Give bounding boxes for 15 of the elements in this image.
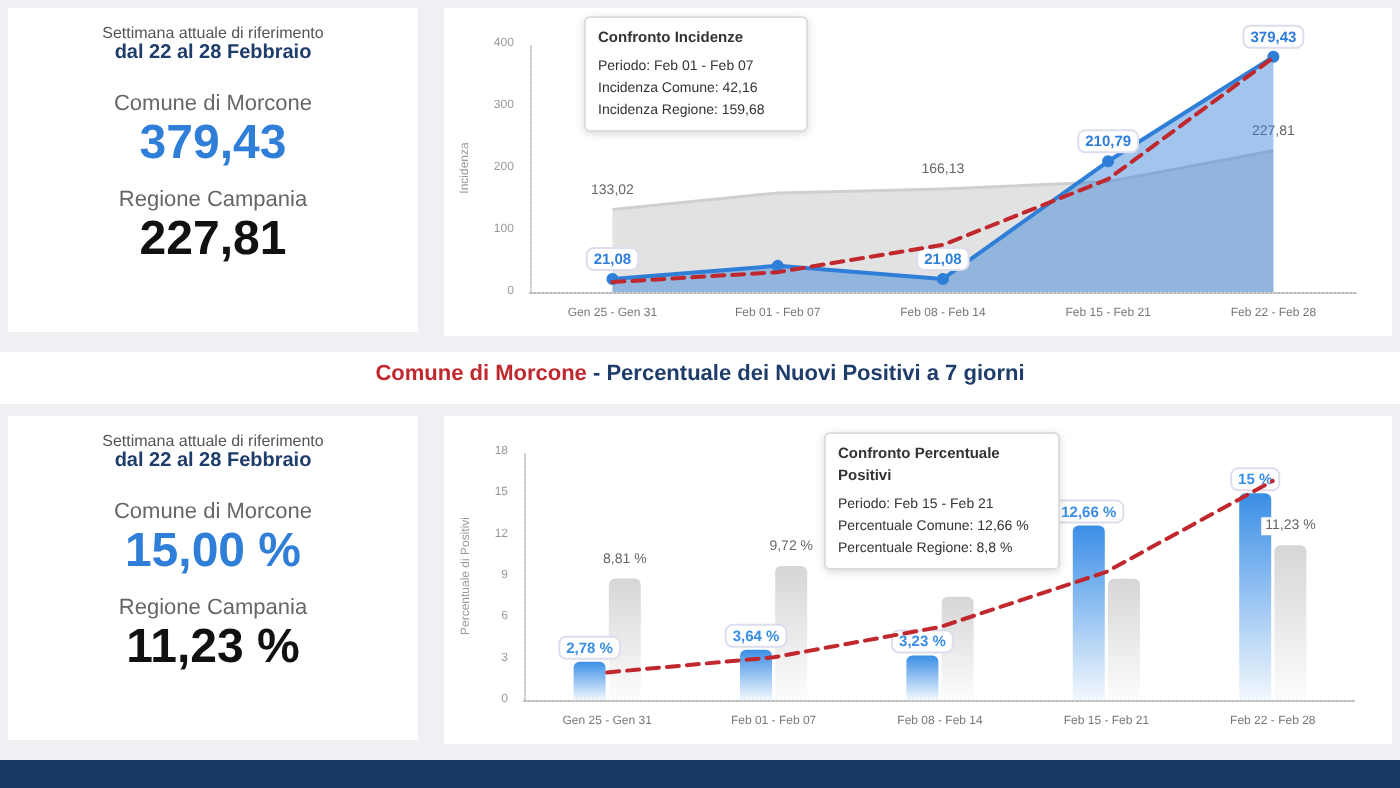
text: dal 22 al 28 Febbraio	[112, 450, 314, 472]
text: 11,23 %	[124, 620, 302, 676]
text: 15,00 %	[122, 524, 304, 580]
text: Comune di Morcone	[111, 500, 315, 524]
text: Settimana attuale di riferimento	[100, 432, 326, 450]
point	[1102, 155, 1115, 168]
text: Settimana attuale di riferimento	[100, 24, 326, 42]
text: Regione Campania	[116, 188, 310, 212]
text: 227,81	[137, 212, 289, 268]
text: Comune di Morcone	[111, 92, 315, 116]
text: dal 22 al 28 Febbraio	[112, 42, 314, 64]
point	[936, 272, 949, 285]
text: 379,43	[137, 116, 289, 172]
chart-title: Comune di Morcone - Percentuale dei Nuovi Positivi a 7 giorni	[375, 362, 1025, 386]
text: Regione Campania	[116, 596, 310, 620]
